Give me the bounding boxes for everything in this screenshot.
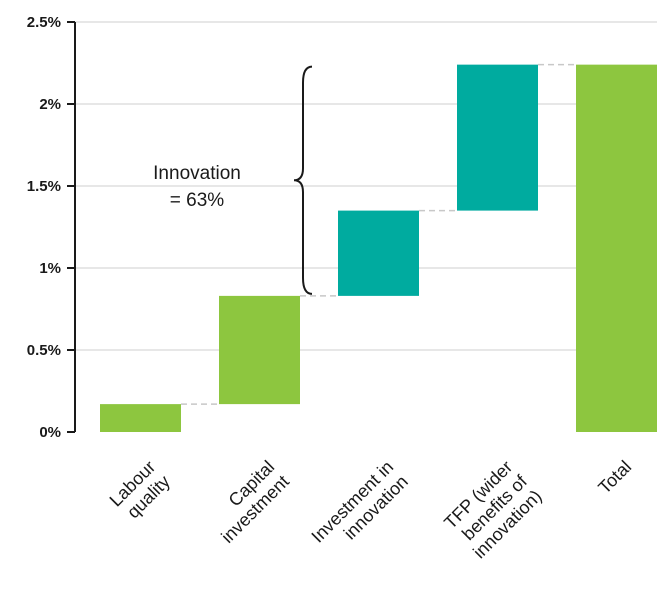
bar [338, 210, 419, 296]
annotation-line: Innovation [153, 163, 241, 184]
x-category-label: Capitalinvestment [203, 457, 293, 547]
bar [457, 64, 538, 211]
bar [576, 64, 657, 432]
bars [100, 64, 657, 432]
bar [100, 404, 181, 432]
curly-brace [293, 65, 313, 295]
y-tick-label: 0.5% [27, 342, 61, 359]
y-tick-labels: 0% 0.5% 1% 1.5% 2% 2.5% [27, 14, 61, 441]
connectors [181, 63, 576, 405]
annotation-line: = 63% [170, 190, 225, 211]
y-tick-label: 0% [39, 424, 61, 441]
x-category-label: TFP (widerbenefits ofinnovation) [440, 456, 546, 562]
x-category-label-line: Total [594, 457, 635, 498]
y-axis [67, 21, 76, 433]
y-tick-label: 1.5% [27, 178, 61, 195]
gridlines [75, 21, 657, 351]
y-tick-label: 2% [39, 96, 61, 113]
x-category-label: Labourquality [106, 457, 174, 525]
x-category-label: Total [594, 457, 635, 498]
x-category-label: Investment ininnovation [307, 457, 411, 561]
y-tick-label: 2.5% [27, 14, 61, 31]
innovation-annotation: Innovation = 63% [153, 65, 313, 295]
y-tick-label: 1% [39, 260, 61, 277]
x-category-labels: Labourquality Capitalinvestment Investment… [106, 456, 636, 563]
bar [219, 295, 300, 405]
